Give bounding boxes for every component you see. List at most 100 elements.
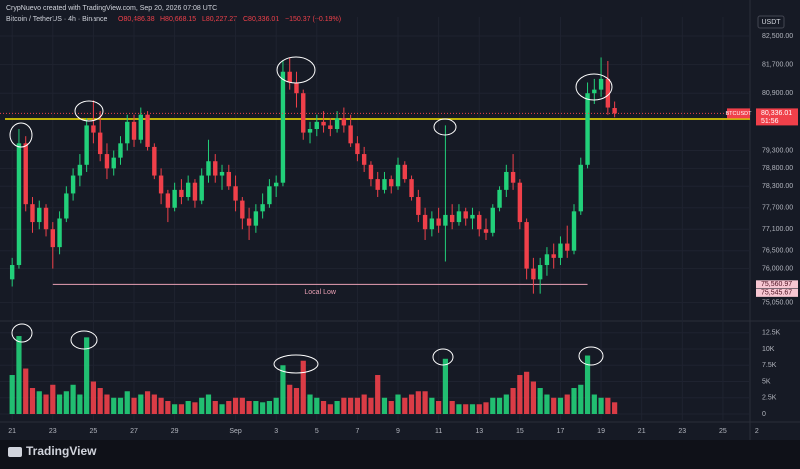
candle-body [253, 211, 259, 226]
volume-bar [571, 388, 577, 414]
volume-bar [551, 397, 557, 414]
x-tick-label: 3 [274, 428, 278, 435]
x-tick-label: 7 [355, 428, 359, 435]
legend-low: L80,227.27 [202, 16, 237, 23]
y-tick-label: 77,100.00 [762, 226, 793, 233]
volume-bar [111, 397, 117, 414]
volume-bar [442, 358, 448, 414]
currency-box[interactable] [757, 15, 785, 29]
candle-body [307, 129, 313, 133]
candle-body [57, 218, 62, 248]
candle-body [219, 171, 225, 176]
volume-bar [138, 394, 144, 414]
x-tick-label: 19 [597, 428, 605, 435]
volume-bar [273, 397, 279, 414]
volume-bar [172, 404, 178, 414]
volume-bar [381, 397, 388, 414]
volume-bar [456, 404, 462, 414]
volume-bar [29, 388, 36, 414]
legend-high: H80,668.15 [160, 16, 196, 23]
circle-annotation [11, 323, 33, 343]
candle-body [246, 218, 252, 226]
volume-bar [524, 371, 530, 414]
candle-body [531, 268, 536, 280]
volume-bar [327, 404, 333, 414]
volume-bar [158, 397, 164, 414]
volume-bar [422, 391, 428, 414]
candle-body [314, 121, 319, 130]
y-tick-label: 81,700.00 [762, 61, 793, 68]
circle-annotation [575, 73, 613, 101]
candle-body [389, 179, 394, 187]
volume-tick-label: 0 [762, 411, 766, 418]
y-tick-label: 77,700.00 [762, 205, 793, 212]
volume-tick-label: 10K [762, 346, 775, 353]
x-tick-label: 5 [315, 428, 319, 435]
currency[interactable]: USDT [761, 19, 781, 26]
candle-body [328, 125, 333, 130]
volume-bar [260, 402, 266, 414]
volume-bar [503, 394, 509, 414]
volume-bar [185, 401, 191, 414]
symbol-tag-label: BTCUSDT [726, 111, 753, 117]
candle-body [165, 193, 171, 208]
candle-body [9, 265, 15, 280]
candle-body [233, 186, 238, 201]
candle-body [341, 118, 347, 126]
candle-body [145, 114, 150, 147]
candle-body [125, 121, 130, 144]
volume-bar [104, 394, 110, 414]
candle-body [463, 211, 468, 219]
volume-tick-label: 5K [762, 378, 771, 385]
volume-bar [429, 397, 435, 414]
x-tick-label: 13 [475, 428, 483, 435]
volume-bar [300, 360, 306, 414]
candle-body [37, 207, 42, 223]
volume-bar [584, 355, 591, 414]
annotation: Local Low [304, 289, 336, 296]
volume-bar [77, 394, 83, 414]
volume-bar [151, 394, 157, 414]
volume-bar [165, 401, 171, 414]
price-tag-label: 80,336.01 [761, 110, 792, 117]
candle-body [199, 175, 204, 201]
x-tick-label: 25 [90, 428, 98, 435]
candle-body [449, 214, 455, 223]
circle-annotation [433, 118, 457, 136]
volume-bar [354, 397, 361, 414]
candle-body [334, 118, 340, 130]
y-tick-label: 76,500.00 [762, 248, 793, 255]
volume-bar [287, 384, 293, 414]
candle-body [131, 121, 137, 140]
candle-body [152, 146, 157, 176]
candle-body [361, 154, 367, 165]
candle-body [138, 114, 143, 140]
candle-body [226, 171, 231, 187]
candle-body [50, 229, 55, 248]
candle-body [436, 218, 441, 226]
x-tick-label: 27 [130, 428, 138, 435]
volume-bar [591, 394, 597, 414]
volume-bar [239, 397, 245, 414]
volume-bar [16, 336, 22, 414]
candle-body [206, 161, 211, 176]
circle-annotation [70, 330, 98, 350]
volume-bar [232, 397, 239, 414]
volume-bar [496, 397, 503, 414]
candle-body [179, 189, 184, 198]
x-tick-label: 9 [396, 428, 400, 435]
candle-body [30, 204, 35, 223]
legend-symbol: Bitcoin / TetherUS · 4h · Binance [6, 16, 108, 23]
candle-body [551, 254, 556, 258]
volume-bar [84, 337, 90, 414]
candle-body [544, 254, 550, 266]
candle-body [395, 164, 401, 187]
candle-body [294, 82, 299, 94]
volume-bar [334, 401, 340, 414]
volume-bar [517, 375, 523, 414]
candle-body [477, 214, 482, 230]
volume-bar [388, 401, 394, 414]
candle-body [43, 207, 49, 230]
volume-bar [314, 397, 320, 414]
volume-bar [144, 391, 151, 414]
